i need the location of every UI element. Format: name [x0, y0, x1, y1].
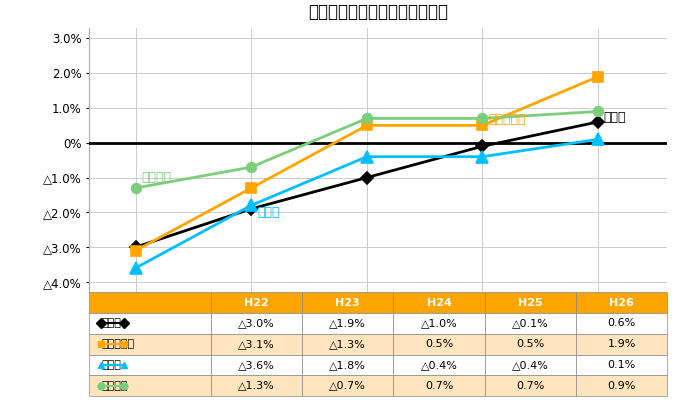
Text: 名古屋圏: 名古屋圏 — [142, 171, 171, 184]
Text: 東京都区部: 東京都区部 — [488, 113, 526, 126]
Text: 大阪圏: 大阪圏 — [257, 206, 279, 219]
Title: 圏域別住宅地の年間変動率推移: 圏域別住宅地の年間変動率推移 — [308, 3, 449, 21]
Text: 東京圏: 東京圏 — [604, 111, 626, 124]
